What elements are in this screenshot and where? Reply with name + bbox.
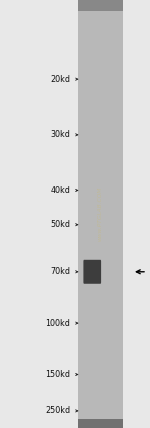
Text: 250kd: 250kd xyxy=(45,406,70,416)
Text: 20kd: 20kd xyxy=(51,74,70,84)
Text: 150kd: 150kd xyxy=(45,370,70,379)
Text: 50kd: 50kd xyxy=(51,220,70,229)
Text: 30kd: 30kd xyxy=(51,130,70,140)
Text: 70kd: 70kd xyxy=(51,267,70,276)
Text: 100kd: 100kd xyxy=(46,318,70,328)
Text: www.PTGLAB.COM: www.PTGLAB.COM xyxy=(98,187,103,241)
Bar xyxy=(78,0,123,428)
FancyBboxPatch shape xyxy=(83,260,101,284)
Text: 40kd: 40kd xyxy=(51,186,70,195)
Bar xyxy=(78,0,123,11)
Bar xyxy=(78,419,123,428)
